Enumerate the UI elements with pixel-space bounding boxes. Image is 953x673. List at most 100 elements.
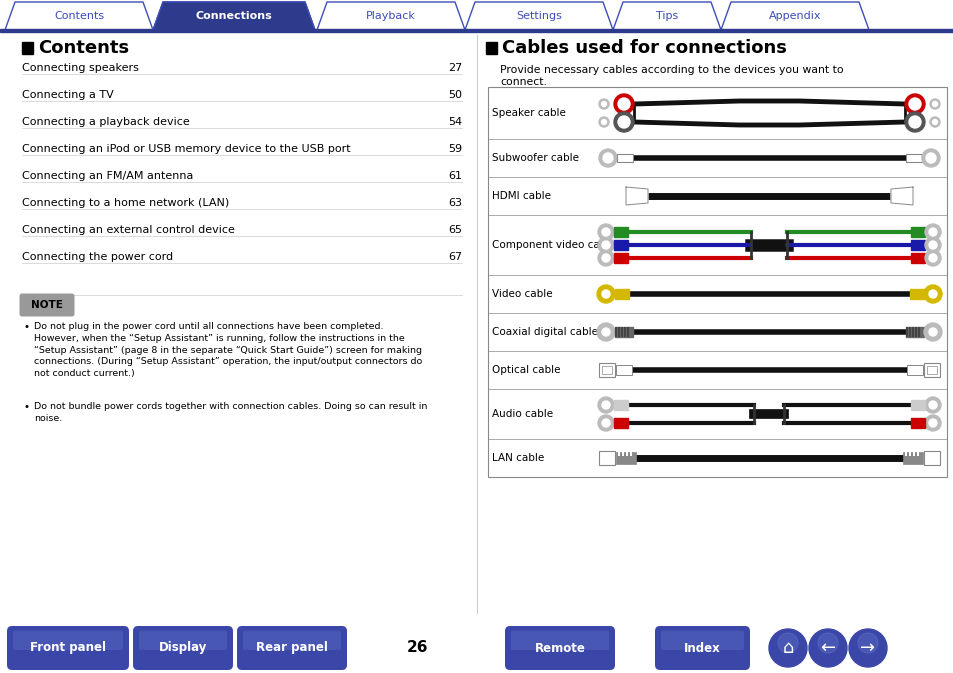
Circle shape [908,98,920,110]
Bar [614,400,627,410]
Circle shape [601,401,609,409]
Text: Playback: Playback [366,11,416,21]
Circle shape [601,241,609,249]
Text: Coaxial digital cable: Coaxial digital cable [492,327,598,337]
Text: Display: Display [158,641,207,655]
Circle shape [778,633,797,653]
Bar [912,451,914,456]
Circle shape [904,94,924,114]
Circle shape [598,224,614,240]
Bar [598,363,615,377]
FancyBboxPatch shape [7,626,129,670]
Text: Subwoofer cable: Subwoofer cable [492,153,578,163]
Text: Cables used for connections: Cables used for connections [501,39,786,57]
Circle shape [928,228,936,236]
Circle shape [928,328,936,336]
Text: NOTE: NOTE [31,300,63,310]
Bar [614,240,627,250]
FancyBboxPatch shape [236,626,347,670]
Text: Connecting an FM/AM antenna: Connecting an FM/AM antenna [22,171,193,181]
Text: •: • [24,402,30,412]
Text: Tips: Tips [655,11,678,21]
Circle shape [597,323,615,341]
Circle shape [601,120,606,125]
Text: Audio cable: Audio cable [492,409,553,419]
Circle shape [817,633,837,653]
FancyBboxPatch shape [139,631,227,650]
Circle shape [601,102,606,106]
Circle shape [928,290,936,298]
Polygon shape [316,2,464,30]
Bar [923,363,939,377]
Bar [910,253,924,263]
Bar [908,451,910,456]
Text: Connecting an external control device: Connecting an external control device [22,225,234,235]
Polygon shape [720,2,868,30]
Text: Contents: Contents [54,11,104,21]
Bar [905,327,923,337]
Bar [620,327,622,337]
Circle shape [931,102,937,106]
Bar [909,289,923,299]
Circle shape [618,116,629,128]
FancyBboxPatch shape [655,626,749,670]
Circle shape [808,629,846,667]
Text: LAN cable: LAN cable [492,453,543,463]
Circle shape [598,397,614,413]
Bar [629,451,631,456]
Text: 27: 27 [447,63,461,73]
Bar [906,365,923,375]
Bar [618,327,619,337]
Polygon shape [5,2,152,30]
Bar [0,29,953,32]
Text: 26: 26 [407,641,428,656]
FancyBboxPatch shape [19,293,74,316]
Circle shape [614,94,634,114]
Polygon shape [464,2,613,30]
Bar [488,87,946,477]
Bar [902,452,923,464]
Text: 63: 63 [448,198,461,208]
FancyBboxPatch shape [243,631,340,650]
Text: Connecting a playback device: Connecting a playback device [22,117,190,127]
Text: Connecting an iPod or USB memory device to the USB port: Connecting an iPod or USB memory device … [22,144,351,154]
Bar [614,227,627,237]
Circle shape [923,323,941,341]
Circle shape [924,237,940,253]
Text: Connecting a TV: Connecting a TV [22,90,113,100]
Bar [616,452,636,464]
Circle shape [598,250,614,266]
Bar [614,253,627,263]
Circle shape [598,99,608,109]
Bar [616,365,631,375]
Circle shape [848,629,886,667]
Text: HDMI cable: HDMI cable [492,191,551,201]
Circle shape [601,419,609,427]
Circle shape [601,254,609,262]
Text: 61: 61 [448,171,461,181]
Circle shape [598,415,614,431]
Text: Do not plug in the power cord until all connections have been completed.
However: Do not plug in the power cord until all … [34,322,422,378]
Bar [623,327,625,337]
Bar [926,366,936,374]
Circle shape [614,112,634,132]
Circle shape [601,328,609,336]
FancyBboxPatch shape [511,631,608,650]
Bar [615,289,628,299]
Circle shape [928,254,936,262]
Text: Speaker cable: Speaker cable [492,108,565,118]
Text: Contents: Contents [38,39,129,57]
Polygon shape [890,187,912,205]
Text: Provide necessary cables according to the devices you want to: Provide necessary cables according to th… [499,65,842,75]
Text: Component video cable: Component video cable [492,240,615,250]
Circle shape [924,250,940,266]
Circle shape [908,116,920,128]
Bar [22,42,33,54]
Circle shape [924,415,940,431]
Text: •: • [24,322,30,332]
Bar [911,327,913,337]
Circle shape [602,153,613,163]
Bar [910,227,924,237]
Circle shape [597,285,615,303]
Bar [485,42,497,54]
